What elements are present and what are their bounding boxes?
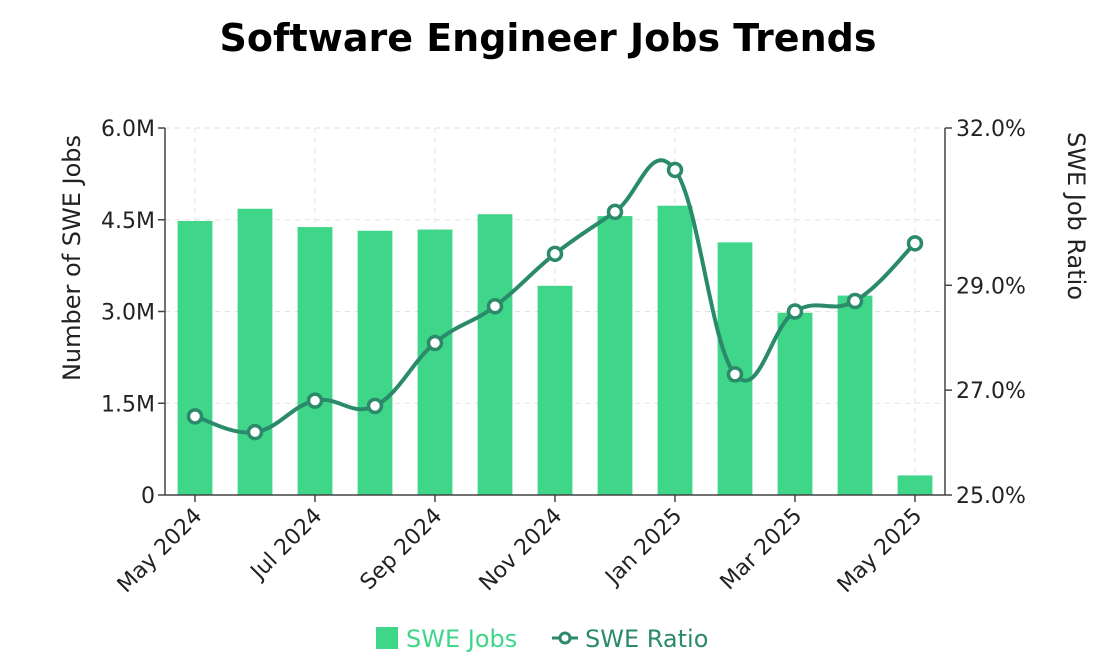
x-tick-label: Jan 2025 <box>600 504 688 592</box>
bar-swe-jobs <box>657 205 693 495</box>
legend: SWE Jobs SWE Ratio <box>376 625 708 653</box>
x-tick-label: May 2024 <box>113 504 207 598</box>
point-swe-ratio <box>246 423 264 441</box>
x-tick-label: Sep 2024 <box>356 504 448 596</box>
point-swe-ratio <box>546 245 564 263</box>
point-swe-ratio <box>786 303 804 320</box>
line-series <box>186 158 924 441</box>
bar-swe-jobs <box>537 285 573 495</box>
x-tick-label: Nov 2024 <box>475 504 568 597</box>
y-tick-label-right: 27.0% <box>956 379 1026 404</box>
bar-swe-jobs <box>357 230 393 495</box>
point-swe-ratio <box>726 366 744 383</box>
bar-series <box>177 205 933 496</box>
point-swe-ratio <box>186 408 204 425</box>
point-swe-ratio <box>606 203 624 221</box>
legend-swatch-jobs <box>376 627 398 649</box>
y-tick-label-left: 3.0M <box>101 301 155 326</box>
y-tick-label-right: 29.0% <box>956 274 1026 299</box>
y-tick-label-left: 6.0M <box>101 117 155 142</box>
bar-swe-jobs <box>837 295 873 495</box>
bar-swe-jobs <box>597 216 633 495</box>
point-swe-ratio <box>306 392 324 409</box>
y-axis-title-left: Number of SWE Jobs <box>58 135 86 381</box>
point-swe-ratio <box>666 161 684 179</box>
y-tick-label-left: 4.5M <box>101 209 155 234</box>
bar-swe-jobs <box>417 229 453 495</box>
point-swe-ratio <box>906 235 924 252</box>
point-swe-ratio <box>486 298 504 315</box>
bar-swe-jobs <box>177 220 213 495</box>
bar-swe-jobs <box>237 208 273 496</box>
x-tick-label: Jul 2024 <box>245 504 327 586</box>
y-tick-label-left: 0 <box>141 484 155 509</box>
bar-swe-jobs <box>477 214 513 495</box>
legend-marker-ratio <box>558 631 572 645</box>
point-swe-ratio <box>846 292 864 310</box>
bar-swe-jobs <box>777 312 813 495</box>
y-tick-label-right: 25.0% <box>956 484 1026 509</box>
point-swe-ratio <box>426 334 444 352</box>
bar-swe-jobs <box>297 227 333 495</box>
y-tick-label-left: 1.5M <box>101 392 155 417</box>
point-swe-ratio <box>366 397 384 415</box>
x-tick-label: Mar 2025 <box>716 504 808 596</box>
bar-swe-jobs <box>897 475 933 495</box>
legend-label-ratio: SWE Ratio <box>585 625 708 653</box>
x-tick-label: May 2025 <box>833 504 927 598</box>
legend-label-jobs: SWE Jobs <box>406 625 517 653</box>
y-tick-label-right: 32.0% <box>956 117 1026 142</box>
chart-title: Software Engineer Jobs Trends <box>220 16 877 60</box>
y-axis-title-right: SWE Job Ratio <box>1062 132 1090 300</box>
